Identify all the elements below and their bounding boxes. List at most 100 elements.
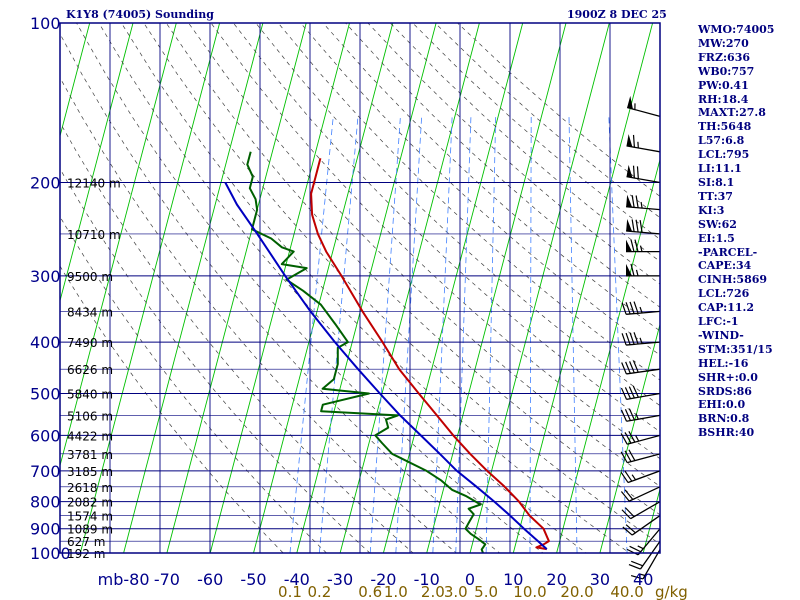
temperature-tick-label: -20 bbox=[370, 570, 396, 589]
pressure-tick-label: 800 bbox=[30, 493, 61, 512]
temperature-tick-label: -10 bbox=[414, 570, 440, 589]
temperature-tick-label: mb-80 bbox=[98, 570, 150, 589]
dry-adiabat bbox=[367, 23, 660, 285]
dry-adiabat bbox=[60, 265, 284, 553]
wind-barb bbox=[626, 194, 661, 211]
height-label: 4422 m bbox=[67, 429, 113, 443]
dry-adiabat bbox=[60, 77, 457, 553]
stat-15: EI:1.5 bbox=[698, 231, 735, 245]
wind-barb bbox=[620, 470, 661, 484]
wind-barb bbox=[620, 486, 661, 502]
mixing-ratio-unit: g/kg bbox=[655, 583, 688, 600]
pressure-tick-label: 100 bbox=[30, 14, 61, 33]
temperature-tick-label: -50 bbox=[240, 570, 266, 589]
temperature-tick-label: 20 bbox=[546, 570, 566, 589]
temperature-tick-label: 30 bbox=[590, 570, 610, 589]
stat-22: -WIND- bbox=[698, 328, 744, 342]
height-label: 10710 m bbox=[67, 228, 121, 242]
height-label: 1574 m bbox=[67, 510, 113, 524]
wind-barb bbox=[621, 332, 661, 346]
mixing-ratio-label: 20.0 bbox=[560, 583, 593, 600]
mixing-ratio-line bbox=[432, 116, 453, 553]
stat-26: SRDS:86 bbox=[698, 384, 752, 398]
dry-adiabat bbox=[188, 23, 660, 487]
wind-barb bbox=[621, 501, 661, 520]
stat-19: LCL:726 bbox=[698, 287, 750, 301]
plot-border bbox=[59, 22, 661, 554]
stat-18: CINH:5869 bbox=[698, 273, 768, 287]
wind-barb bbox=[621, 301, 661, 315]
height-label: 3185 m bbox=[67, 465, 113, 479]
mixing-ratio-line bbox=[529, 116, 532, 553]
stat-7: TH:5648 bbox=[698, 120, 752, 134]
mixing-ratio-lines bbox=[289, 116, 628, 553]
height-label: 9500 m bbox=[67, 270, 113, 284]
pressure-tick-label: 400 bbox=[30, 333, 61, 352]
wind-barb bbox=[628, 540, 661, 570]
stat-3: WB0:757 bbox=[698, 64, 755, 78]
dry-adiabat bbox=[277, 23, 660, 381]
mixing-ratio-label: 0.6 bbox=[358, 583, 382, 600]
isotherm bbox=[469, 23, 610, 553]
isotherm bbox=[382, 23, 524, 553]
height-label: 5840 m bbox=[67, 387, 113, 401]
stat-23: STM:351/15 bbox=[698, 342, 773, 356]
dry-adiabat bbox=[60, 216, 327, 553]
station-title: K1Y8 (74005) Sounding bbox=[66, 8, 214, 21]
stat-14: SW:62 bbox=[698, 217, 737, 231]
isotherm bbox=[166, 23, 307, 553]
wind-barb bbox=[630, 549, 661, 580]
isotherm bbox=[296, 23, 437, 553]
pressure-tick-label: 700 bbox=[30, 462, 61, 481]
mixing-ratio-line bbox=[455, 116, 472, 553]
stat-0: WMO:74005 bbox=[698, 23, 775, 36]
stat-1: MW:270 bbox=[698, 36, 749, 50]
mixing-ratio-label: 3.0 bbox=[444, 583, 468, 600]
stat-5: RH:18.4 bbox=[698, 92, 749, 106]
wind-barbs bbox=[620, 95, 661, 580]
mixing-ratio-label: 0.2 bbox=[307, 583, 331, 600]
dry-adiabat bbox=[233, 23, 660, 433]
stat-25: SHR+:0.0 bbox=[698, 370, 758, 384]
isotherm bbox=[123, 23, 264, 553]
dewpoint-trace bbox=[246, 151, 487, 553]
temperature-tick-label: 10 bbox=[503, 570, 523, 589]
dry-adiabat bbox=[165, 23, 660, 516]
isotherm bbox=[60, 23, 91, 138]
dry-adiabat bbox=[121, 23, 631, 553]
temperature-tick-label: 0 bbox=[465, 570, 475, 589]
stat-20: CAP:11.2 bbox=[698, 301, 755, 315]
dry-adiabat bbox=[98, 23, 587, 553]
wind-barb bbox=[626, 239, 660, 253]
isotherm bbox=[599, 322, 660, 553]
height-label: 3781 m bbox=[67, 448, 113, 462]
mixing-ratio-line bbox=[608, 116, 628, 553]
valid-time: 1900Z 8 DEC 25 bbox=[567, 8, 667, 21]
mixing-ratio-label: 10.0 bbox=[513, 583, 546, 600]
stat-16: -PARCEL- bbox=[698, 245, 758, 259]
height-label: 7490 m bbox=[67, 336, 113, 350]
isotherm-lines bbox=[60, 23, 660, 553]
height-label: 192 m bbox=[67, 547, 105, 561]
wind-barb bbox=[620, 385, 661, 400]
mixing-ratio-label: 2.0 bbox=[421, 583, 445, 600]
temperature-tick-label: -30 bbox=[327, 570, 353, 589]
dry-adiabat bbox=[210, 23, 660, 460]
mixing-ratio-line bbox=[289, 116, 334, 553]
stat-9: LCL:795 bbox=[698, 148, 750, 162]
wind-barb bbox=[626, 164, 661, 184]
mixing-ratio-line bbox=[318, 116, 359, 553]
height-label: 6626 m bbox=[67, 363, 113, 377]
stat-6: MAXT:27.8 bbox=[698, 106, 766, 120]
mixing-ratio-line bbox=[369, 116, 401, 553]
stat-21: LFC:-1 bbox=[698, 315, 739, 329]
wind-barb bbox=[621, 360, 661, 375]
stat-17: CAPE:34 bbox=[698, 259, 752, 273]
stat-8: L57:6.8 bbox=[698, 134, 745, 148]
dry-adiabat bbox=[60, 121, 414, 553]
pressure-tick-label: 500 bbox=[30, 384, 61, 403]
isotherm bbox=[556, 157, 660, 553]
wind-barb bbox=[622, 515, 661, 536]
temperature-trace bbox=[310, 158, 550, 551]
